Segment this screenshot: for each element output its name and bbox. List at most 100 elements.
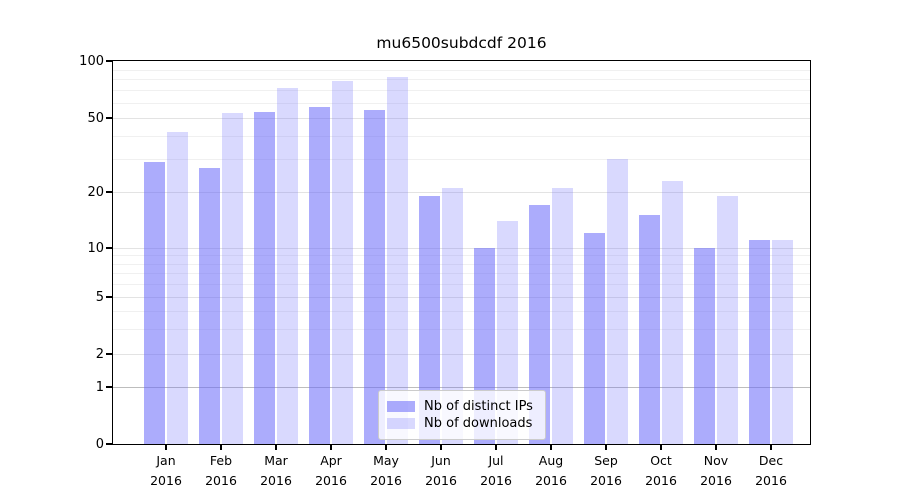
- x-tick-label-year: 2016: [370, 472, 402, 488]
- bar-downloads-Apr: [332, 81, 353, 444]
- gridline-major: [113, 248, 810, 249]
- gridline-minor: [113, 263, 810, 265]
- x-tick-label-year: 2016: [260, 472, 292, 488]
- y-tick-label: 1: [95, 379, 104, 395]
- x-tick-label: Sep 2016: [576, 451, 636, 490]
- x-tick-label-month: Jul: [488, 453, 504, 468]
- gridline-minor: [113, 79, 810, 81]
- x-tick-label-month: Sep: [594, 453, 618, 468]
- bar-distinct_ips-Nov: [694, 248, 715, 444]
- x-tick-label-month: May: [373, 453, 399, 468]
- gridline-minor: [113, 328, 810, 330]
- y-tick-label: 2: [95, 346, 104, 362]
- plot-area: [113, 61, 810, 444]
- gridline-minor: [113, 69, 810, 71]
- x-tick-label-month: Feb: [209, 453, 233, 468]
- x-tick: [495, 444, 497, 450]
- legend-item-downloads: Nb of downloads: [387, 416, 533, 431]
- x-tick: [275, 444, 277, 450]
- x-tick-label-month: Jan: [156, 453, 176, 468]
- x-tick: [660, 444, 662, 450]
- gridline-minor: [113, 136, 810, 138]
- bar-downloads-Feb: [222, 113, 243, 444]
- bar-downloads-Jun: [442, 188, 463, 444]
- bar-downloads-Jan: [167, 132, 188, 444]
- y-tick: [106, 386, 113, 388]
- y-tick-label: 10: [87, 240, 104, 256]
- bar-downloads-May: [387, 77, 408, 444]
- bar-distinct_ips-Aug: [529, 205, 550, 444]
- x-tick-label-year: 2016: [480, 472, 512, 488]
- x-tick-label: Nov 2016: [686, 451, 746, 490]
- bar-downloads-Jul: [497, 220, 518, 444]
- y-tick-label: 0: [95, 436, 104, 452]
- x-tick-label-year: 2016: [205, 472, 237, 488]
- legend: Nb of distinct IPs Nb of downloads: [378, 390, 546, 440]
- y-tick: [106, 117, 113, 119]
- chart-title: mu6500subdcdf 2016: [376, 34, 547, 52]
- x-tick: [385, 444, 387, 450]
- x-tick-label-year: 2016: [425, 472, 457, 488]
- y-tick: [106, 60, 113, 62]
- gridline-minor: [113, 273, 810, 275]
- x-tick-label: May 2016: [356, 451, 416, 490]
- x-tick: [605, 444, 607, 450]
- x-tick-label-month: Dec: [758, 453, 784, 468]
- x-tick-label-year: 2016: [755, 472, 787, 488]
- y-tick: [106, 443, 113, 445]
- x-tick-label: Jan 2016: [136, 451, 196, 490]
- bar-distinct_ips-Sep: [584, 233, 605, 444]
- y-tick: [106, 191, 113, 193]
- gridline-minor: [113, 159, 810, 161]
- gridline-minor: [113, 90, 810, 92]
- bar-downloads-Nov: [717, 196, 738, 444]
- gridline-minor: [113, 284, 810, 286]
- bar-downloads-Aug: [552, 188, 573, 444]
- x-tick-label-month: Apr: [320, 453, 342, 468]
- x-tick-label: Jul 2016: [466, 451, 526, 490]
- y-tick-label: 5: [95, 289, 104, 305]
- gridline-minor: [113, 103, 810, 104]
- gridline-minor: [113, 255, 810, 257]
- x-tick-label-year: 2016: [645, 472, 677, 488]
- x-tick: [220, 444, 222, 450]
- y-tick: [106, 353, 113, 355]
- legend-swatch-downloads: [387, 418, 415, 429]
- y-tick: [106, 296, 113, 298]
- x-tick-label-year: 2016: [700, 472, 732, 488]
- bar-downloads-Sep: [607, 159, 628, 444]
- gridline-major: [113, 118, 810, 119]
- bar-distinct_ips-Oct: [639, 215, 660, 444]
- gridline-unit: [113, 387, 810, 388]
- legend-label-downloads: Nb of downloads: [424, 416, 533, 431]
- bar-distinct_ips-Apr: [309, 107, 330, 444]
- bar-downloads-Mar: [277, 88, 298, 444]
- y-tick-label: 20: [87, 184, 104, 200]
- legend-swatch-distinct-ips: [387, 401, 415, 412]
- gridline-minor: [113, 310, 810, 312]
- x-tick: [165, 444, 167, 450]
- x-tick-label-month: Aug: [538, 453, 564, 468]
- x-tick-label: Oct 2016: [631, 451, 691, 490]
- x-tick-label: Mar 2016: [246, 451, 306, 490]
- x-tick-label-year: 2016: [315, 472, 347, 488]
- x-tick-label-month: Jun: [431, 453, 451, 468]
- x-tick-label-year: 2016: [590, 472, 622, 488]
- gridline-major: [113, 297, 810, 298]
- x-tick-label: Aug 2016: [521, 451, 581, 490]
- x-tick-label: Feb 2016: [191, 451, 251, 490]
- bar-distinct_ips-Dec: [749, 240, 770, 444]
- bar-distinct_ips-May: [364, 110, 385, 444]
- x-tick-label-month: Oct: [650, 453, 672, 468]
- x-tick-label-month: Nov: [703, 453, 729, 468]
- y-tick-label: 50: [87, 110, 104, 126]
- bar-distinct_ips-Mar: [254, 111, 275, 444]
- x-tick: [330, 444, 332, 450]
- bar-downloads-Dec: [772, 240, 793, 444]
- x-tick-label: Dec 2016: [741, 451, 801, 490]
- legend-label-distinct-ips: Nb of distinct IPs: [424, 399, 533, 414]
- x-tick-label: Jun 2016: [411, 451, 471, 490]
- x-tick-label: Apr 2016: [301, 451, 361, 490]
- y-tick: [106, 247, 113, 249]
